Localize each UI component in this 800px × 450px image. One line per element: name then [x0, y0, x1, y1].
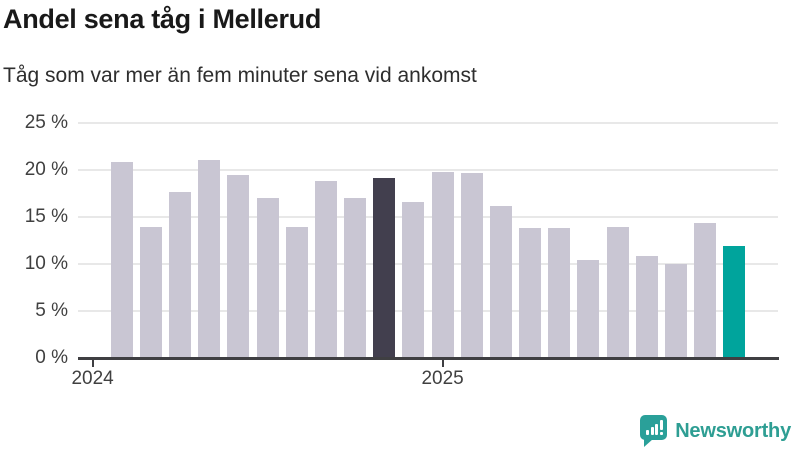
x-axis-tick: [441, 360, 444, 367]
gridline: [78, 262, 778, 265]
y-axis-label: 15 %: [24, 205, 68, 227]
bar: [489, 206, 512, 358]
bar: [431, 172, 454, 358]
bar: [606, 227, 629, 358]
bar-chart-speech-bubble-icon: [640, 415, 668, 447]
gridline: [78, 215, 778, 218]
gridline: [78, 309, 778, 312]
bar: [110, 162, 133, 358]
x-axis-line: [78, 357, 779, 360]
brand-name: Newsworthy: [675, 419, 791, 442]
bar: [256, 198, 279, 358]
chart-subtitle: Tåg som var mer än fem minuter sena vid …: [3, 64, 477, 87]
bar: [373, 178, 396, 358]
y-axis-label: 20 %: [24, 158, 68, 180]
gridline: [78, 168, 778, 171]
bar: [285, 227, 308, 358]
bar: [548, 228, 571, 358]
bar: [519, 228, 542, 358]
bar: [139, 227, 162, 358]
bar: [344, 198, 367, 358]
bar: [694, 223, 717, 358]
bar: [402, 202, 425, 358]
x-axis-label: 2025: [421, 368, 464, 389]
bar: [635, 256, 658, 358]
x-axis-tick: [91, 360, 94, 367]
brand-logo: Newsworthy: [640, 413, 791, 449]
y-axis-label: 5 %: [35, 299, 68, 321]
y-axis-label: 0 %: [35, 346, 68, 368]
bar: [664, 264, 687, 358]
chart-title: Andel sena tåg i Mellerud: [3, 4, 322, 34]
gridline: [78, 121, 778, 124]
bar: [198, 160, 221, 358]
bar: [169, 192, 192, 358]
bar: [314, 181, 337, 358]
bar: [577, 260, 600, 358]
x-axis-label: 2024: [71, 368, 114, 389]
y-axis-label: 25 %: [24, 111, 68, 133]
bar: [723, 246, 746, 358]
bar: [227, 175, 250, 358]
bar: [460, 173, 483, 358]
y-axis-label: 10 %: [24, 252, 68, 274]
